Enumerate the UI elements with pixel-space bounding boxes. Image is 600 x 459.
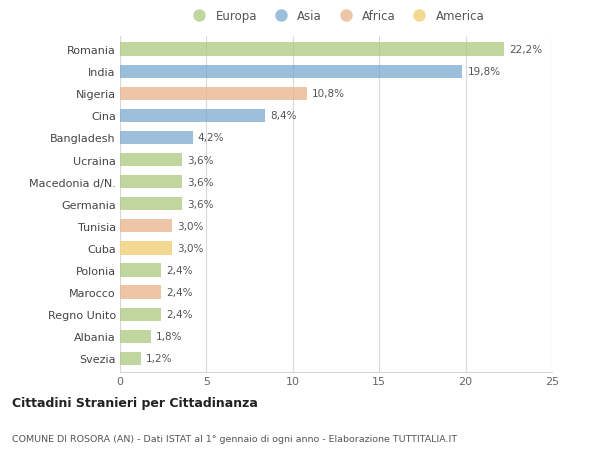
Bar [120,87,307,101]
Bar [120,109,265,123]
Bar [120,330,151,343]
Text: 22,2%: 22,2% [509,45,542,55]
Text: 4,2%: 4,2% [198,133,224,143]
Bar [120,264,161,277]
Text: COMUNE DI ROSORA (AN) - Dati ISTAT al 1° gennaio di ogni anno - Elaborazione TUT: COMUNE DI ROSORA (AN) - Dati ISTAT al 1°… [12,434,457,442]
Bar [120,65,462,78]
Bar [120,242,172,255]
Text: 3,0%: 3,0% [177,221,203,231]
Text: 3,0%: 3,0% [177,243,203,253]
Text: 1,2%: 1,2% [146,353,172,364]
Text: 2,4%: 2,4% [167,309,193,319]
Text: 3,6%: 3,6% [187,177,214,187]
Bar [120,198,182,211]
Text: 19,8%: 19,8% [467,67,500,77]
Bar [120,132,193,145]
Bar [120,286,161,299]
Bar [120,176,182,189]
Bar [120,43,503,56]
Text: 1,8%: 1,8% [156,331,183,341]
Bar [120,154,182,167]
Text: 3,6%: 3,6% [187,155,214,165]
Text: 3,6%: 3,6% [187,199,214,209]
Text: 2,4%: 2,4% [167,265,193,275]
Text: 10,8%: 10,8% [312,89,345,99]
Bar [120,352,141,365]
Text: 8,4%: 8,4% [271,111,297,121]
Text: 2,4%: 2,4% [167,287,193,297]
Text: Cittadini Stranieri per Cittadinanza: Cittadini Stranieri per Cittadinanza [12,396,258,409]
Bar [120,220,172,233]
Legend: Europa, Asia, Africa, America: Europa, Asia, Africa, America [182,5,490,28]
Bar [120,308,161,321]
